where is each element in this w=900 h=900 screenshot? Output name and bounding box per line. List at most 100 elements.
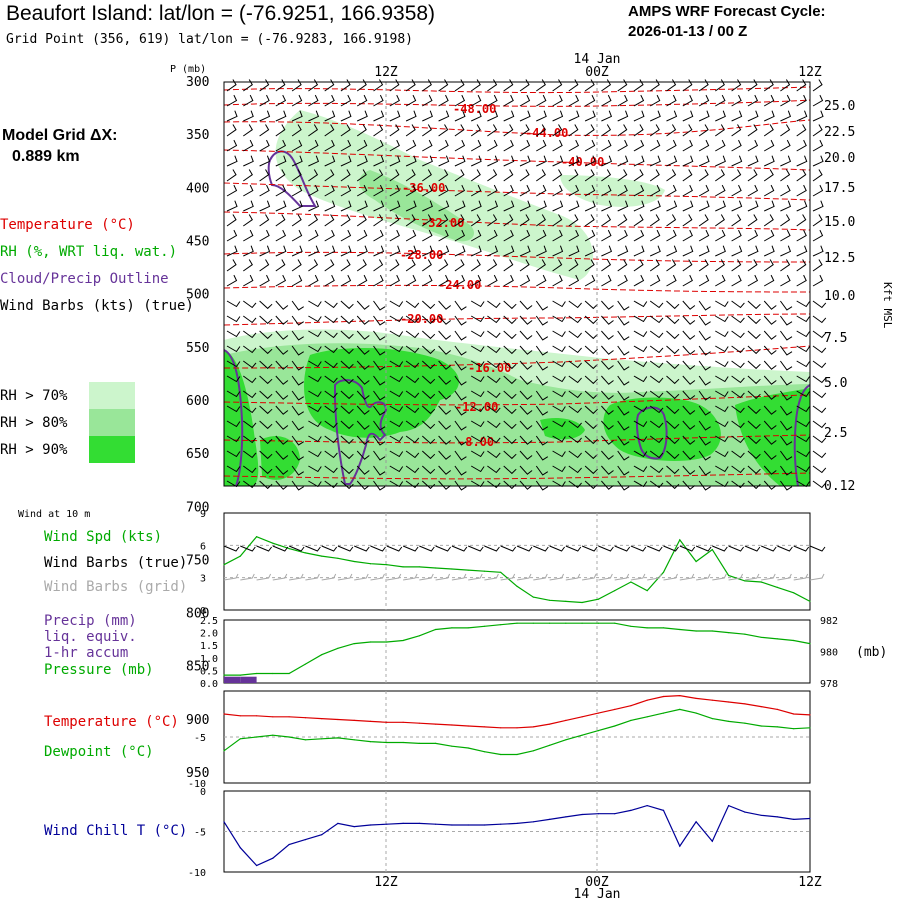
- wind-barb: [275, 465, 289, 475]
- wind-barb: [291, 435, 304, 446]
- wind-barb: [552, 169, 563, 182]
- wind-barb: [633, 375, 648, 383]
- wind-barb: [389, 79, 400, 92]
- surface-wind-barb-grid: [337, 573, 353, 581]
- temperature-line-point: [386, 721, 388, 723]
- pressure-tick-label: 600: [186, 394, 209, 409]
- wind-barb: [454, 214, 465, 227]
- windchill-line-point: [369, 824, 372, 826]
- wind-barb: [373, 139, 384, 152]
- wind-barb: [779, 450, 793, 461]
- wind-barb: [666, 184, 677, 197]
- windchill-line-point: [321, 834, 323, 836]
- wind-barb: [324, 169, 335, 182]
- wind-barb: [601, 480, 614, 490]
- wind-barb: [649, 405, 664, 414]
- wind-barb: [226, 315, 241, 323]
- wind-barb: [470, 259, 481, 272]
- wind-barb: [243, 300, 257, 309]
- wind-barb: [568, 110, 580, 122]
- wind-barb: [503, 375, 517, 385]
- windchill-panel: 0 -5 -10: [188, 787, 811, 879]
- wind-barb: [291, 155, 303, 167]
- dewpoint-line-point: [646, 716, 648, 718]
- windchill-line-point: [500, 823, 502, 825]
- wind-barb: [226, 124, 237, 137]
- wind-barb: [698, 184, 710, 197]
- wind-barb: [421, 405, 436, 415]
- wind-barb: [601, 405, 614, 415]
- wind-barb: [340, 124, 351, 137]
- wind-speed-line-point: [646, 590, 648, 592]
- wind-barb: [243, 345, 257, 354]
- wind-barb: [812, 375, 827, 384]
- temperature-line-point: [256, 715, 258, 717]
- wind-barb: [715, 200, 726, 212]
- wind-barb: [796, 155, 808, 167]
- dewpoint-line-point: [565, 739, 567, 741]
- surface-wind-barb-grid: [386, 573, 402, 581]
- wind-barb: [470, 465, 485, 473]
- wind-barb: [568, 300, 582, 309]
- surface-wind-barb-true: [549, 545, 565, 552]
- wind-speed-line-point: [451, 568, 453, 570]
- wind-barb: [405, 330, 420, 339]
- dewpoint-line-point: [272, 734, 274, 736]
- surface-wind-barb-true: [695, 545, 712, 552]
- temp-label-m20: -20.00: [400, 312, 443, 326]
- surface-wind-barb-grid: [614, 573, 630, 581]
- wind-speed-line-point: [304, 552, 306, 554]
- height-tick-label: 12.5: [824, 251, 855, 266]
- wind-barb: [633, 79, 644, 92]
- wind-barb: [633, 110, 645, 122]
- wind-barb: [308, 229, 319, 242]
- wind-barb: [812, 79, 823, 92]
- wind-barb: [601, 300, 614, 310]
- wind-barb: [487, 169, 498, 182]
- wind-barb: [633, 315, 648, 323]
- wind-barb: [356, 390, 370, 400]
- wind-barb: [243, 214, 253, 227]
- wind-barb: [503, 184, 514, 197]
- wind-barb: [275, 184, 287, 197]
- dewpoint-line-point: [581, 734, 583, 736]
- wind-speed-line-point: [679, 539, 681, 541]
- wind-barb: [601, 450, 614, 460]
- windchill-line-point: [597, 813, 600, 815]
- wind-barb: [617, 200, 629, 212]
- wind-barb: [324, 360, 338, 369]
- wind-barb: [405, 229, 417, 242]
- wind-barb: [291, 259, 302, 272]
- wind-barb: [340, 450, 354, 460]
- wind-barb: [421, 345, 436, 355]
- wind-barb: [340, 139, 352, 152]
- wind-barb: [243, 480, 257, 489]
- wind-barb: [617, 124, 628, 137]
- wind-barb: [552, 345, 566, 353]
- wind-barb: [389, 110, 401, 122]
- wind-barb: [226, 139, 238, 152]
- wind-barb: [503, 139, 514, 152]
- wind-barb: [763, 110, 775, 122]
- wind-barb: [812, 110, 824, 122]
- wind-barb: [617, 345, 630, 356]
- windchill-line-point: [304, 839, 306, 841]
- wind-barb: [324, 480, 338, 489]
- wind-barb: [633, 450, 648, 458]
- wind-barb: [389, 139, 400, 152]
- wind-barb: [454, 480, 467, 491]
- wind-barb: [649, 110, 661, 122]
- wind-barb: [308, 259, 319, 272]
- dewpoint-line-point: [549, 744, 551, 746]
- wind-barb: [780, 94, 791, 107]
- wind-barb: [584, 155, 596, 167]
- wind-barb: [617, 405, 630, 416]
- wind-barb: [487, 245, 499, 257]
- wind-barb: [438, 435, 452, 445]
- wind-barb: [649, 360, 664, 369]
- wind-barb: [568, 465, 582, 474]
- wind-barb: [373, 200, 385, 212]
- pressure-line-point: [418, 635, 420, 637]
- wind-barb: [552, 435, 566, 443]
- wind-speed-line-point: [516, 585, 518, 587]
